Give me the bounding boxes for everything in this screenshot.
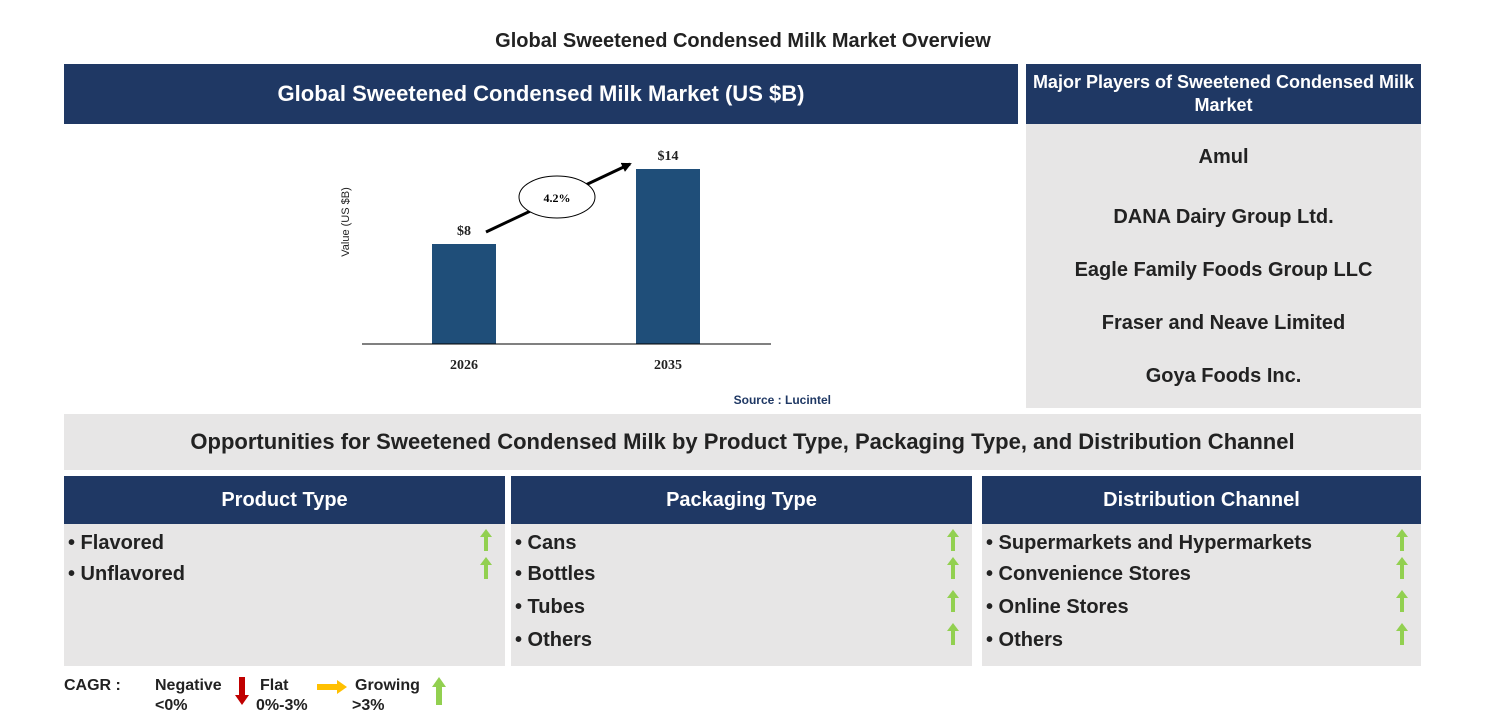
players-header: Major Players of Sweetened Condensed Mil… (1026, 64, 1421, 124)
flat-arrow-icon (317, 680, 347, 694)
segment-item: • Others (515, 629, 593, 651)
legend-growing-label: Growing (355, 677, 420, 694)
opportunities-title: Opportunities for Sweetened Condensed Mi… (64, 414, 1421, 470)
negative-arrow-icon (235, 677, 249, 705)
growing-arrow-icon (480, 557, 492, 579)
growing-arrow-icon (947, 557, 959, 579)
player-item: Fraser and Neave Limited (1101, 312, 1346, 334)
growing-arrow-icon (480, 529, 492, 551)
player-item: Eagle Family Foods Group LLC (1074, 259, 1373, 281)
segment-header-distribution-channel: Distribution Channel (982, 476, 1421, 524)
chart-source: Source : Lucintel (734, 393, 831, 407)
segment-item: • Flavored (68, 532, 164, 554)
segment-panel-distribution-channel: • Supermarkets and Hypermarkets • Conven… (982, 524, 1421, 666)
market-bar-chart: Value (US $B) $8 2026 $14 2035 4.2% Source … (340, 149, 831, 407)
growing-arrow-icon (1396, 590, 1408, 612)
growing-arrow-icon (947, 623, 959, 645)
growing-arrow-icon (1396, 557, 1408, 579)
cagr-bubble (518, 175, 596, 219)
bar-value-label: $8 (457, 224, 471, 239)
growing-arrow-icon (947, 529, 959, 551)
players-list: Amul DANA Dairy Group Ltd. Eagle Family … (1026, 124, 1421, 408)
segment-item: • Supermarkets and Hypermarkets (986, 532, 1313, 554)
cagr-label: 4.2% (544, 191, 571, 205)
bar-2026 (432, 244, 496, 344)
segment-item: • Cans (515, 532, 577, 554)
page-title: Global Sweetened Condensed Milk Market O… (495, 30, 991, 52)
legend-negative-label: Negative (155, 677, 222, 694)
growing-arrow-icon (1396, 623, 1408, 645)
legend-flat-label: Flat (260, 677, 289, 694)
bar-value-label: $14 (658, 149, 679, 164)
legend-flat-range: 0%-3% (256, 697, 308, 714)
player-item: Goya Foods Inc. (1145, 365, 1302, 387)
segment-item: • Unflavored (68, 563, 186, 585)
segment-panel-packaging-type: • Cans • Bottles • Tubes • Others (511, 524, 972, 666)
legend-negative-range: <0% (155, 697, 188, 714)
growing-arrow-icon (432, 677, 446, 705)
segment-panel-product-type: • Flavored • Unflavored (64, 524, 505, 666)
segment-header-product-type: Product Type (64, 476, 505, 524)
growing-arrow-icon (947, 590, 959, 612)
legend-cagr-label: CAGR : (64, 677, 121, 694)
x-tick-label: 2035 (654, 358, 682, 373)
segment-item: • Others (986, 629, 1064, 651)
player-item: Amul (1198, 146, 1249, 168)
segment-item: • Bottles (515, 563, 596, 585)
segment-item: • Tubes (515, 596, 585, 618)
segment-item: • Convenience Stores (986, 563, 1191, 585)
segment-header-packaging-type: Packaging Type (511, 476, 972, 524)
chart-header: Global Sweetened Condensed Milk Market (… (64, 64, 1018, 124)
x-tick-label: 2026 (450, 358, 478, 373)
bar-2035 (636, 169, 700, 344)
growing-arrow-icon (1396, 529, 1408, 551)
player-item: DANA Dairy Group Ltd. (1113, 206, 1334, 228)
legend-growing-range: >3% (352, 697, 385, 714)
y-axis-label: Value (US $B) (340, 187, 352, 257)
segment-item: • Online Stores (986, 596, 1129, 618)
